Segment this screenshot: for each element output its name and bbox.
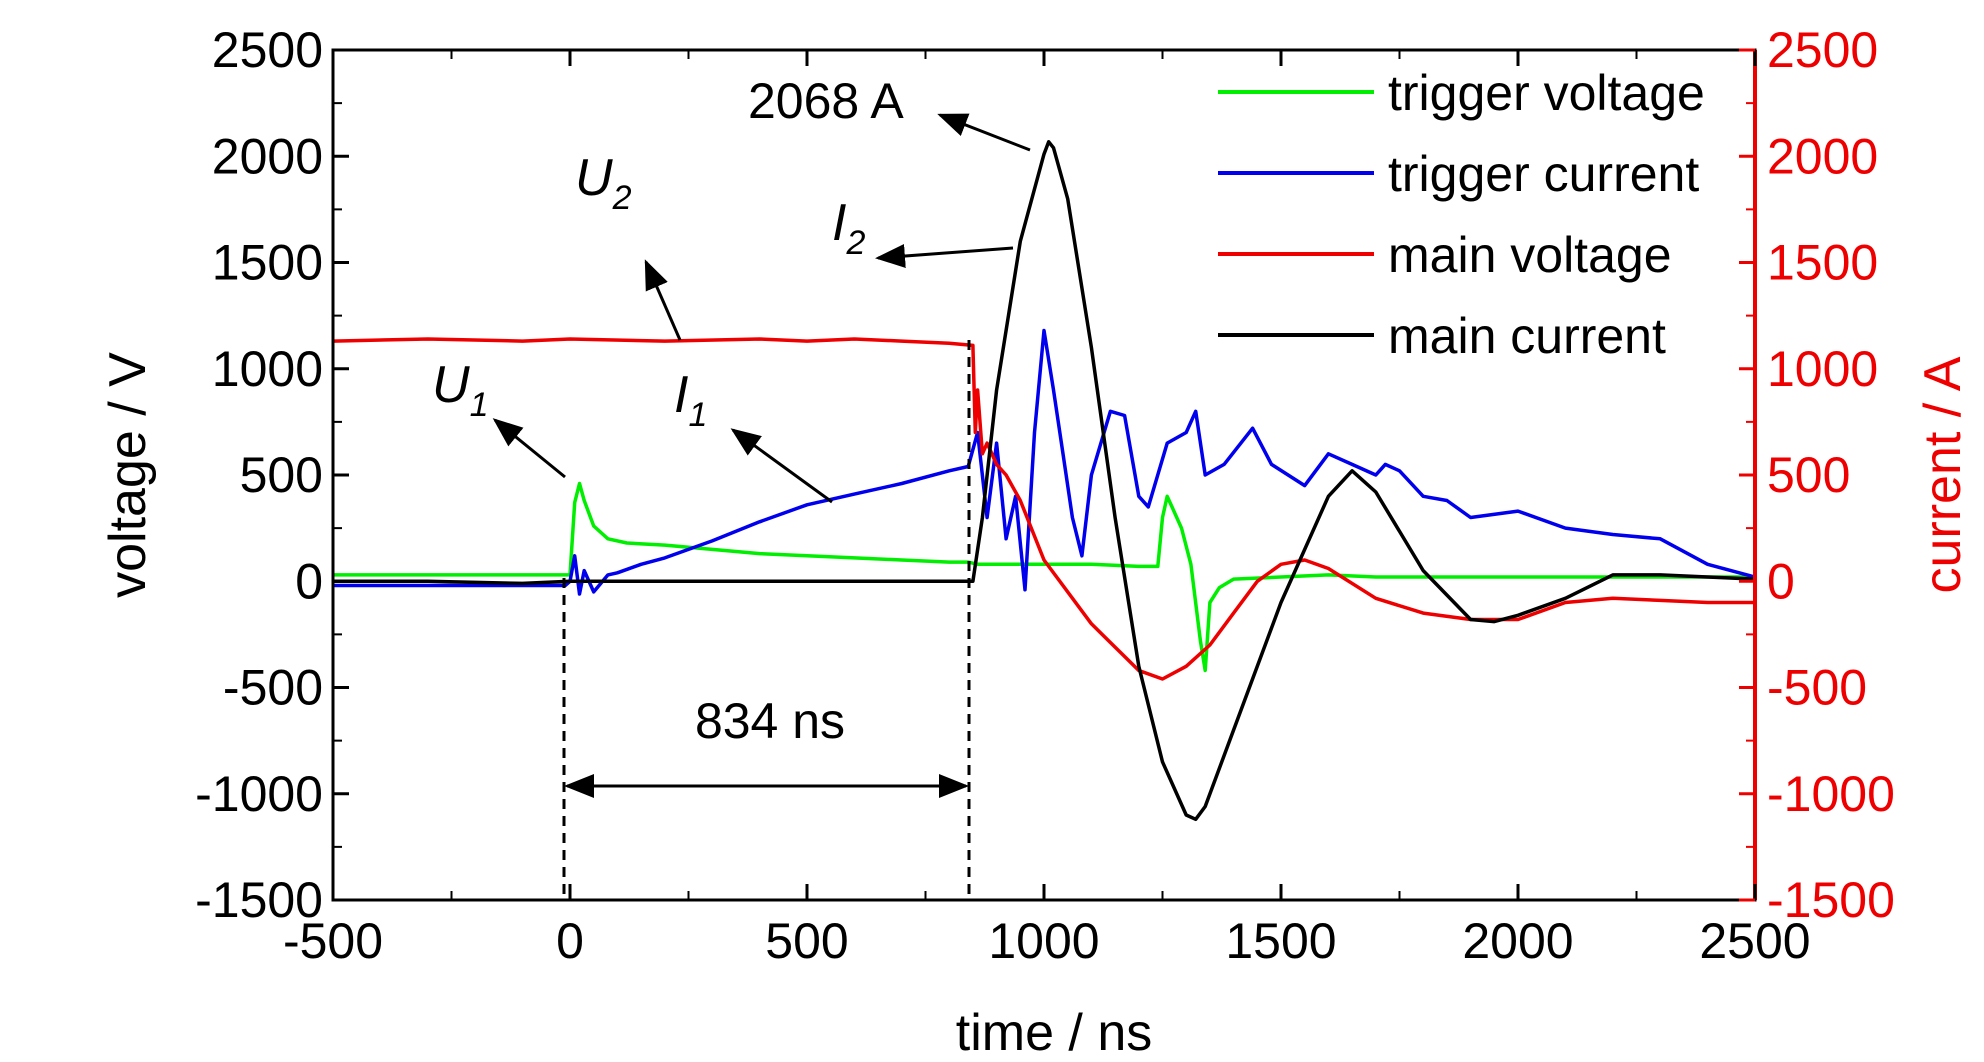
peak-label: 2068 A xyxy=(748,73,904,129)
right-tick-label: 1500 xyxy=(1767,235,1878,291)
legend-label-main-current: main current xyxy=(1388,308,1666,364)
legend-label-trigger-current: trigger current xyxy=(1388,146,1699,202)
right-tick-label: 2000 xyxy=(1767,128,1878,184)
y-axis-right-title: current / A xyxy=(1914,356,1972,593)
U1-label: U1 xyxy=(432,356,488,424)
I2-label: I2 xyxy=(832,194,865,262)
y-tick-label: 2500 xyxy=(212,22,323,78)
series-line-main-current xyxy=(333,140,1755,822)
right-tick-label: -1000 xyxy=(1767,766,1895,822)
peak-arrow xyxy=(937,113,1031,152)
right-tick-label: 500 xyxy=(1767,447,1850,503)
right-tick-label: -1500 xyxy=(1767,872,1895,928)
y-axis-right: -1500 -1000 -500 0 500 1000 1500 2000 2500 xyxy=(1739,22,1895,928)
x-tick-label: 0 xyxy=(556,913,584,969)
series-layer xyxy=(333,140,1755,822)
right-tick-label: 1000 xyxy=(1767,341,1878,397)
y-axis-left: -1500 -1000 -500 0 500 1000 1500 2000 2500 xyxy=(195,22,349,928)
y-tick-label: 2000 xyxy=(212,128,323,184)
series-line-main-voltage xyxy=(333,337,1755,681)
U2-label: U2 xyxy=(575,149,632,217)
right-tick-label: -500 xyxy=(1767,660,1867,716)
x-axis: -500 0 500 1000 1500 2000 2500 xyxy=(283,50,1811,969)
right-tick-label: 0 xyxy=(1767,553,1795,609)
y-tick-label: 1000 xyxy=(212,341,323,397)
y-tick-label: 500 xyxy=(240,447,323,503)
duration-label: 834 ns xyxy=(695,693,845,749)
legend: trigger voltage trigger current main volta… xyxy=(1218,65,1705,364)
right-tick-label: 2500 xyxy=(1767,22,1878,78)
series-line-trigger-voltage xyxy=(333,481,1755,673)
U2-arrow xyxy=(644,259,682,341)
I2-arrow xyxy=(875,244,1014,268)
x-tick-label: 2500 xyxy=(1699,913,1810,969)
x-tick-label: 1500 xyxy=(1225,913,1336,969)
legend-label-trigger-voltage: trigger voltage xyxy=(1388,65,1705,121)
y-tick-label: 1500 xyxy=(212,235,323,291)
series-line-trigger-current xyxy=(333,328,1755,596)
y-tick-label: -500 xyxy=(223,660,323,716)
U1-arrow xyxy=(492,418,566,479)
x-tick-label: 500 xyxy=(765,913,848,969)
y-axis-left-title: voltage / V xyxy=(99,352,157,598)
x-tick-label: 1000 xyxy=(988,913,1099,969)
y-tick-label: -1500 xyxy=(195,872,323,928)
x-axis-title: time / ns xyxy=(956,1004,1153,1062)
y-tick-label: -1000 xyxy=(195,766,323,822)
I1-label: I1 xyxy=(674,366,707,434)
x-tick-label: 2000 xyxy=(1462,913,1573,969)
x-tick-label: -500 xyxy=(283,913,383,969)
I1-arrow xyxy=(730,428,833,504)
legend-label-main-voltage: main voltage xyxy=(1388,227,1672,283)
y-tick-label: 0 xyxy=(295,553,323,609)
annotations: 2068 A U1 U2 I1 I2 834 ns xyxy=(432,73,1031,900)
